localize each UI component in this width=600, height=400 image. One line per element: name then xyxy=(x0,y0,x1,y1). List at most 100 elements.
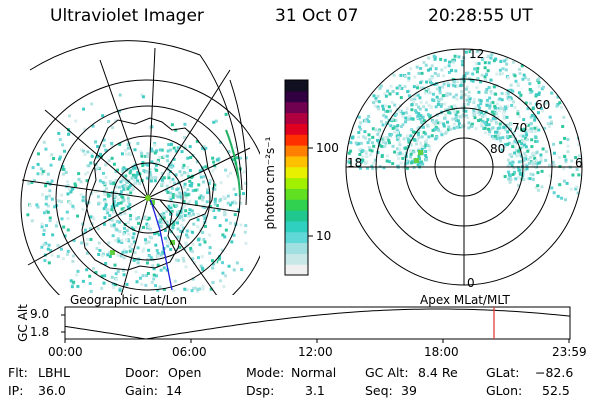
emission-pixel xyxy=(398,148,402,152)
emission-pixel xyxy=(511,172,515,176)
emission-pixel xyxy=(170,187,174,191)
emission-pixel xyxy=(536,171,540,175)
emission-pixel xyxy=(577,143,581,147)
emission-pixel xyxy=(419,86,423,90)
emission-pixel xyxy=(167,172,171,176)
emission-pixel xyxy=(169,210,173,214)
emission-pixel xyxy=(424,132,428,136)
emission-pixel xyxy=(124,250,128,254)
emission-pixel xyxy=(436,121,440,125)
emission-pixel xyxy=(179,229,183,233)
emission-pixel xyxy=(394,118,398,122)
emission-pixel xyxy=(393,103,397,107)
emission-pixel xyxy=(123,211,127,215)
bright-emission xyxy=(414,158,419,163)
emission-pixel xyxy=(495,112,499,116)
emission-pixel xyxy=(522,118,526,122)
emission-pixel xyxy=(474,105,478,109)
emission-pixel xyxy=(184,241,188,245)
emission-pixel xyxy=(108,251,112,255)
emission-pixel xyxy=(195,289,199,293)
emission-pixel xyxy=(474,127,478,131)
emission-pixel xyxy=(499,72,503,76)
emission-pixel xyxy=(44,202,48,206)
plot-xtick-1800: 18:00 xyxy=(424,345,459,359)
emission-pixel xyxy=(121,169,125,173)
emission-pixel xyxy=(199,264,203,268)
emission-pixel xyxy=(211,266,215,270)
emission-pixel xyxy=(453,104,457,108)
emission-pixel xyxy=(178,170,182,174)
emission-pixel xyxy=(31,166,35,170)
emission-pixel xyxy=(120,152,124,156)
emission-pixel xyxy=(496,115,500,119)
emission-pixel xyxy=(452,126,456,130)
emission-pixel xyxy=(522,177,526,181)
emission-pixel xyxy=(564,158,568,162)
emission-pixel xyxy=(399,161,403,165)
emission-pixel xyxy=(421,115,425,119)
footprint-track xyxy=(149,197,173,291)
plot-ticks xyxy=(61,314,570,343)
emission-pixel xyxy=(518,139,522,143)
emission-pixel xyxy=(502,117,506,121)
emission-pixel xyxy=(163,229,167,233)
emission-pixel xyxy=(416,126,420,130)
emission-pixel xyxy=(381,123,385,127)
emission-pixel xyxy=(110,205,114,209)
emission-pixel xyxy=(442,74,446,78)
emission-pixel xyxy=(194,188,198,192)
emission-pixel xyxy=(212,160,216,164)
emission-pixel xyxy=(524,101,528,105)
emission-pixel xyxy=(156,288,160,292)
emission-pixel xyxy=(196,288,200,292)
emission-pixel xyxy=(75,273,79,277)
emission-pixel xyxy=(384,94,388,98)
emission-pixel xyxy=(39,167,43,171)
emission-pixel xyxy=(426,88,430,92)
emission-pixel xyxy=(528,82,532,86)
emission-pixel xyxy=(525,164,529,168)
emission-pixel xyxy=(349,149,353,153)
emission-pixel xyxy=(404,111,408,115)
emission-pixel xyxy=(485,87,489,91)
emission-pixel xyxy=(379,120,383,124)
emission-pixel xyxy=(52,157,56,161)
emission-pixel xyxy=(447,106,451,110)
emission-pixel xyxy=(451,117,455,121)
emission-pixel xyxy=(99,152,103,156)
emission-pixel xyxy=(106,253,110,257)
emission-pixel xyxy=(42,228,46,232)
emission-pixel xyxy=(445,94,449,98)
gcalt-label: GC Alt: xyxy=(365,365,409,380)
emission-pixel xyxy=(540,185,544,189)
emission-pixel xyxy=(562,179,566,183)
emission-pixel xyxy=(392,73,396,77)
emission-pixel xyxy=(565,181,569,185)
emission-pixel xyxy=(220,248,224,252)
emission-pixel xyxy=(526,123,530,127)
emission-pixel xyxy=(224,112,228,116)
emission-pixel xyxy=(420,135,424,139)
emission-pixel xyxy=(490,119,494,123)
emission-pixel xyxy=(441,94,445,98)
emission-pixel xyxy=(193,261,197,265)
emission-pixel xyxy=(50,253,54,257)
emission-pixel xyxy=(203,224,207,228)
emission-pixel xyxy=(383,144,387,148)
emission-pixel xyxy=(422,60,426,64)
emission-pixel xyxy=(228,171,232,175)
emission-pixel xyxy=(145,222,149,226)
emission-pixel xyxy=(44,195,48,199)
emission-pixel xyxy=(464,114,468,118)
emission-pixel xyxy=(545,101,549,105)
emission-pixel xyxy=(138,229,142,233)
emission-pixel xyxy=(112,211,116,215)
emission-pixel xyxy=(181,218,185,222)
emission-pixel xyxy=(472,107,476,111)
plot-ytick-1-8: 1.8 xyxy=(30,325,50,339)
emission-pixel xyxy=(228,221,232,225)
emission-pixel xyxy=(408,149,412,153)
emission-pixel xyxy=(406,146,410,150)
emission-pixel xyxy=(171,195,175,199)
